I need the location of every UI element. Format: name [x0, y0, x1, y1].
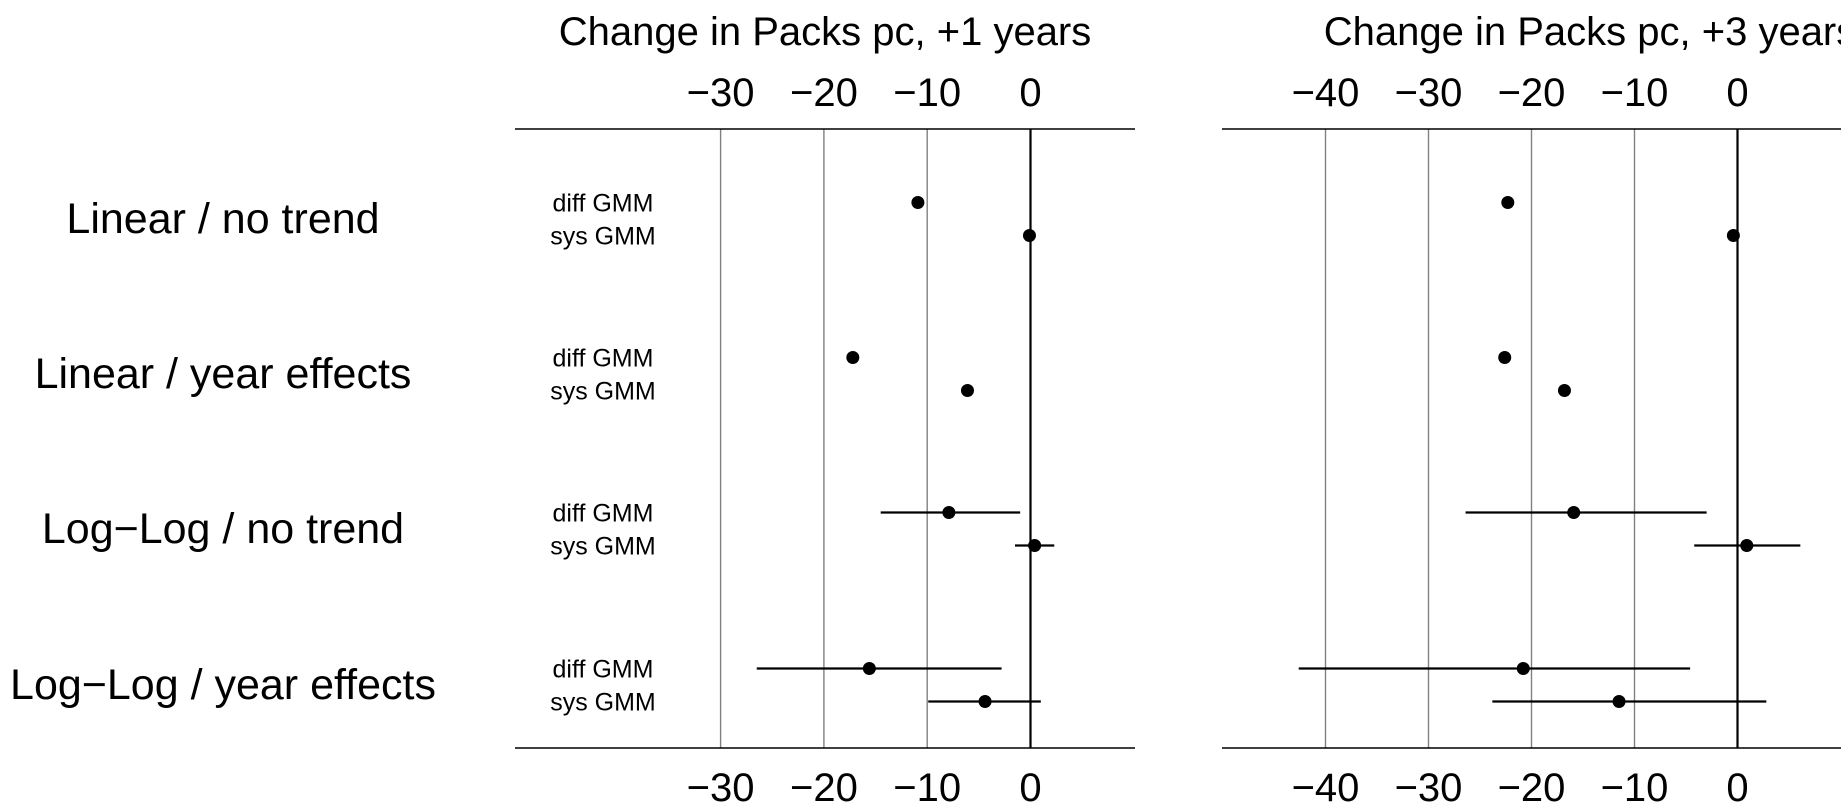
top-tick-label: −20: [790, 71, 858, 115]
top-tick-label: −30: [1395, 71, 1463, 115]
method-label: sys GMM: [550, 378, 656, 406]
top-tick-label: −20: [1498, 71, 1566, 115]
point-estimate: [1740, 539, 1754, 552]
bottom-tick-label: −10: [1601, 766, 1669, 808]
top-tick-label: 0: [1019, 71, 1041, 115]
method-label: diff GMM: [553, 190, 654, 218]
panel-title: Change in Packs pc, +3 years: [1324, 10, 1841, 54]
top-tick-label: −10: [1601, 71, 1669, 115]
point-estimate: [846, 351, 860, 364]
method-label: sys GMM: [550, 689, 656, 717]
top-tick-label: 0: [1726, 71, 1748, 115]
row-group-labels: Linear / no trend Linear / year effects Lo…: [10, 195, 436, 709]
row-group-label: Linear / no trend: [66, 195, 379, 243]
bottom-tick-label: −40: [1292, 766, 1360, 808]
row-group-label: Log−Log / no trend: [42, 505, 404, 553]
top-tick-label: −30: [687, 71, 755, 115]
method-label: diff GMM: [553, 500, 654, 528]
point-estimate: [1612, 695, 1626, 708]
point-estimate: [1028, 539, 1042, 552]
point-estimate: [1726, 229, 1740, 242]
point-estimate: [1022, 229, 1036, 242]
point-estimate: [978, 695, 992, 708]
method-label: diff GMM: [553, 656, 654, 684]
point-estimate: [942, 506, 956, 519]
row-group-label: Linear / year effects: [35, 350, 412, 398]
method-label: diff GMM: [553, 345, 654, 373]
point-estimate: [1557, 384, 1571, 397]
method-label: sys GMM: [550, 533, 656, 561]
bottom-tick-label: 0: [1726, 766, 1748, 808]
bottom-tick-label: −20: [1498, 766, 1566, 808]
method-label: sys GMM: [550, 223, 656, 251]
bottom-tick-label: 0: [1019, 766, 1041, 808]
bottom-tick-label: −20: [790, 766, 858, 808]
panel-plus-3-years: Change in Packs pc, +3 years −40 −40 −30 −30…: [1222, 10, 1841, 808]
bottom-tick-label: −30: [687, 766, 755, 808]
point-estimate: [960, 384, 974, 397]
panel-plus-1-years: Change in Packs pc, +1 years −30 −30 −20 −20…: [515, 10, 1135, 808]
top-tick-label: −40: [1292, 71, 1360, 115]
point-estimate: [1516, 662, 1530, 675]
bottom-tick-label: −10: [893, 766, 961, 808]
bottom-tick-label: −30: [1395, 766, 1463, 808]
top-tick-label: −10: [893, 71, 961, 115]
point-estimate: [1498, 351, 1512, 364]
point-estimate: [911, 196, 925, 209]
point-estimate: [862, 662, 876, 675]
row-group-label: Log−Log / year effects: [10, 661, 436, 709]
point-estimate: [1501, 196, 1515, 209]
panel-title: Change in Packs pc, +1 years: [559, 10, 1092, 54]
point-estimate: [1567, 506, 1581, 519]
